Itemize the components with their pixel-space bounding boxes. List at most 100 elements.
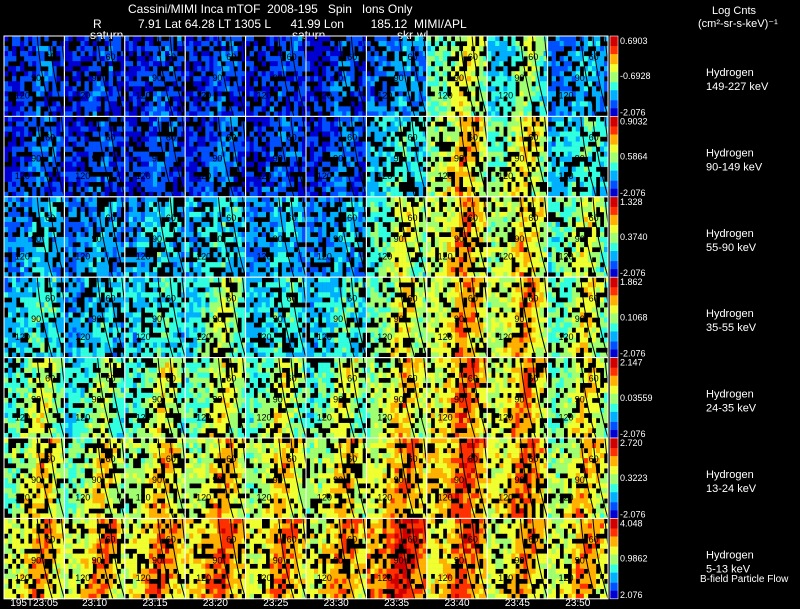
heatmap-cell (322, 131, 327, 137)
heatmap-cell (245, 141, 250, 147)
heatmap-cell (64, 131, 69, 137)
heatmap-cell (201, 71, 206, 77)
heatmap-cell (76, 151, 81, 157)
heatmap-cell (559, 41, 565, 47)
heatmap-cell (229, 61, 234, 67)
heatmap-cell (523, 121, 528, 127)
heatmap-cell (527, 247, 532, 253)
heatmap-cell (495, 61, 500, 67)
heatmap-cell (152, 216, 158, 223)
heatmap-cell (519, 156, 524, 162)
heatmap-cell (539, 106, 544, 112)
heatmap-cell (394, 101, 399, 107)
heatmap-cell (80, 66, 85, 72)
heatmap-cell (217, 66, 222, 72)
heatmap-cell (531, 66, 536, 72)
heatmap-cell (583, 136, 589, 142)
heatmap-cell (479, 216, 484, 223)
heatmap-cell (104, 111, 109, 117)
heatmap-cell (354, 221, 359, 228)
heatmap-cell (531, 257, 536, 263)
heatmap-cell (467, 262, 472, 268)
heatmap-cell (463, 181, 468, 188)
heatmap-cell (265, 226, 271, 233)
heatmap-cell (442, 96, 448, 102)
heatmap-cell (575, 136, 581, 142)
heatmap-cell (467, 66, 472, 72)
heatmap-cell (289, 247, 295, 253)
heatmap-cell (414, 156, 420, 162)
heatmap-cell (36, 252, 41, 258)
heatmap-cell (422, 171, 428, 178)
heatmap-cell (442, 136, 448, 142)
heatmap-cell (80, 216, 85, 223)
heatmap-cell (515, 176, 520, 183)
heatmap-cell (531, 176, 536, 183)
heatmap-cell (591, 51, 597, 57)
heatmap-cell (148, 272, 154, 278)
heatmap-cell (120, 61, 126, 67)
heatmap-cell (326, 237, 331, 243)
heatmap-cell (36, 131, 41, 137)
heatmap-cell (132, 242, 138, 248)
heatmap-cell (84, 101, 89, 107)
heatmap-cell (201, 86, 206, 92)
heatmap-cell (40, 91, 45, 97)
heatmap-cell (32, 146, 37, 152)
heatmap-cell (193, 76, 198, 82)
heatmap-cell (378, 196, 383, 203)
heatmap-cell (285, 56, 291, 62)
heatmap-cell (56, 141, 61, 147)
heatmap-cell (310, 66, 315, 72)
heatmap-cell (503, 116, 508, 122)
heatmap-cell (543, 111, 548, 117)
pitch-label-60: 60 (105, 52, 115, 62)
heatmap-cell (165, 86, 170, 92)
heatmap-cell (157, 262, 162, 268)
heatmap-cell (48, 191, 53, 198)
heatmap-cell (152, 71, 158, 77)
heatmap-cell (128, 41, 134, 47)
heatmap-cell (12, 267, 17, 273)
heatmap-cell (189, 196, 194, 203)
heatmap-cell (197, 226, 202, 233)
heatmap-cell (382, 41, 387, 47)
heatmap-cell (507, 216, 512, 223)
heatmap-cell (459, 272, 464, 278)
heatmap-cell (418, 257, 424, 263)
heatmap-cell (68, 231, 73, 238)
heatmap-cell (177, 151, 182, 157)
heatmap-cell (221, 46, 226, 52)
heatmap-cell (80, 181, 85, 188)
heatmap-cell (358, 116, 363, 122)
pitch-angle-contour (519, 35, 536, 117)
heatmap-cell (310, 116, 315, 122)
heatmap-cell (28, 96, 33, 102)
heatmap-cell (390, 242, 395, 248)
heatmap-cell (366, 96, 371, 102)
heatmap-cell (310, 146, 315, 152)
heatmap-cell (446, 262, 452, 268)
heatmap-cell (108, 131, 114, 137)
heatmap-cell (539, 176, 544, 183)
heatmap-cell (185, 151, 190, 157)
heatmap-cell (209, 141, 214, 147)
heatmap-cell (80, 206, 85, 213)
heatmap-cell (209, 56, 214, 62)
heatmap-cell (80, 267, 85, 273)
heatmap-cell (310, 151, 315, 157)
heatmap-cell (165, 211, 170, 218)
heatmap-cell (515, 156, 520, 162)
heatmap-cell (426, 56, 432, 62)
heatmap-cell (132, 257, 138, 263)
heatmap-cell (426, 176, 432, 183)
pitch-angle-contour (97, 116, 114, 197)
heatmap-cell (531, 262, 536, 268)
heatmap-cell (177, 41, 182, 47)
heatmap-cell (148, 46, 154, 52)
heatmap-cell (555, 181, 560, 188)
heatmap-cell (241, 136, 246, 142)
heatmap-cell (88, 262, 93, 268)
heatmap-cell (450, 242, 456, 248)
heatmap-cell (515, 141, 520, 147)
